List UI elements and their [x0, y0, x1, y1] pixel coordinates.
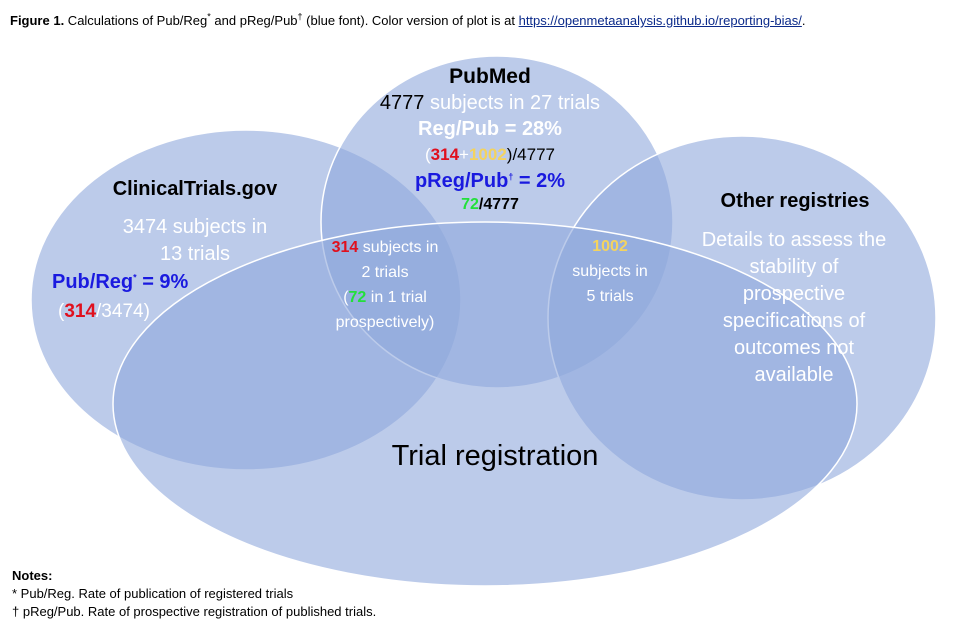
pubmed-regpub-calc: (314+1002)/4777 [424, 145, 555, 164]
ctgov-pubreg: Pub/Reg* = 9% [52, 271, 189, 293]
other-details-line: stability of [749, 256, 839, 278]
trial-registration-ellipse [112, 221, 858, 587]
other-title: Other registries [720, 190, 870, 212]
pubmed-preg: pReg/Pub† = 2% [414, 170, 566, 192]
ctgov-title: ClinicalTrials.gov [112, 178, 278, 200]
pubmed-subjects: 4777 subjects in 27 trials [379, 92, 601, 114]
pubmed-title: PubMed [449, 65, 531, 88]
ctgov-pubreg-calc: (314/3474) [58, 301, 150, 322]
other-details-line: prospective [742, 283, 846, 305]
overlap-pubmed-other: 1002 subjects in 5 trials [572, 238, 648, 305]
pubmed-regpub: Reg/Pub = 28% [418, 118, 562, 140]
pubmed-block: PubMed 4777 subjects in 27 trials Reg/Pu… [355, 64, 625, 216]
other-details: Details to assess the stability of prospec… [680, 227, 908, 389]
other-details-line: available [754, 364, 834, 386]
plot-link[interactable]: https://openmetaanalysis.github.io/repor… [518, 13, 802, 28]
note-2: † pReg/Pub. Rate of prospective registra… [12, 604, 377, 619]
overlap-ctgov-pubmed: 314 subjects in 2 trials (72 in 1 trial … [331, 239, 439, 331]
notes-heading: Notes: [12, 568, 53, 583]
other-details-line: outcomes not [733, 337, 855, 359]
other-details-line: Details to assess the [701, 229, 887, 251]
notes: Notes: * Pub/Reg. Rate of publication of… [12, 567, 376, 621]
trial-registration-label: Trial registration [391, 440, 599, 472]
note-1: * Pub/Reg. Rate of publication of regist… [12, 586, 294, 601]
figure-number: Figure 1. [10, 13, 65, 28]
other-details-line: specifications of [722, 310, 866, 332]
pubmed-preg-calc: 72/4777 [461, 196, 519, 213]
figure-caption: Figure 1. Calculations of Pub/Reg* and p… [10, 11, 806, 28]
ctgov-subjects: 3474 subjects in 13 trials [122, 216, 268, 265]
